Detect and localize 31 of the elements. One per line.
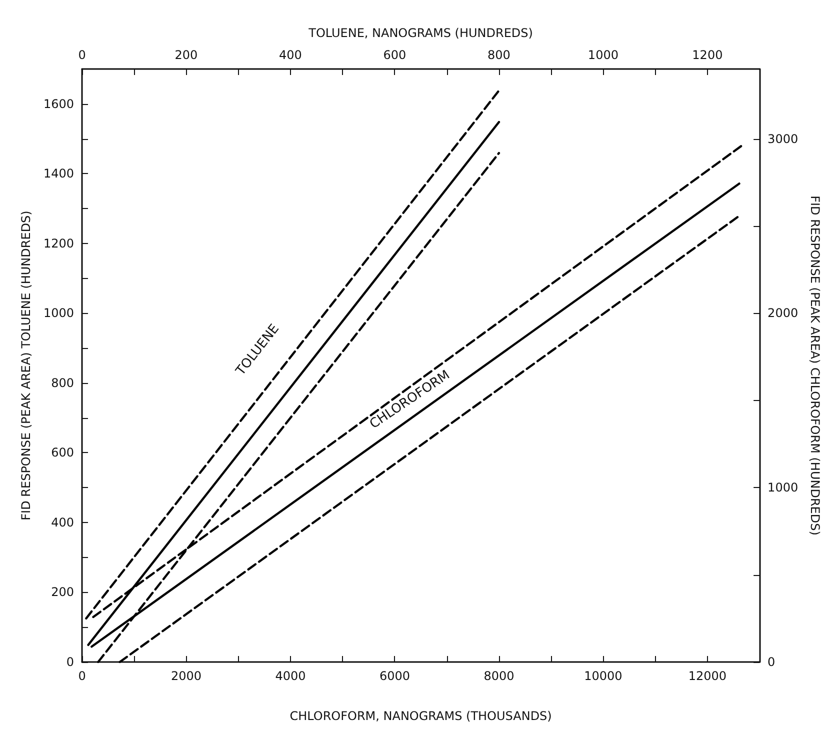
y-tick-label: 1000 [43, 306, 74, 320]
y-tick-label: 400 [51, 515, 74, 530]
y-axis-title: FID RESPONSE (PEAK AREA) TOLUENE (HUNDREDS) [19, 210, 33, 520]
x-tick-label: 8000 [484, 669, 514, 683]
x-tick-label: 4000 [275, 669, 306, 683]
x-tick-label: 2000 [170, 669, 202, 683]
x-axis-title: CHLOROFORM, NANOGRAMS (THOUSANDS) [290, 709, 552, 723]
x-tick-label: 6000 [379, 669, 410, 683]
x-tick-label: 0 [78, 669, 86, 683]
y-tick-label: 1200 [43, 236, 74, 250]
y2-tick-label: 0 [768, 655, 776, 669]
x2-tick-label: 600 [383, 48, 406, 62]
x2-tick-label: 1200 [692, 48, 723, 62]
y2-tick-label: 2000 [768, 306, 798, 320]
y-tick-label: 1600 [43, 96, 74, 111]
y-tick-label: 600 [51, 446, 74, 460]
y-tick-label: 800 [51, 376, 74, 390]
y-tick-label: 200 [51, 585, 74, 600]
x2-tick-label: 0 [78, 48, 86, 62]
y2-tick-label: 1000 [768, 480, 798, 495]
y2-tick-label: 3000 [768, 132, 798, 146]
x2-axis-title: TOLUENE, NANOGRAMS (HUNDREDS) [308, 26, 533, 40]
x-tick-label: 12000 [688, 669, 727, 683]
y-tick-label: 0 [66, 655, 74, 669]
y-tick-label: 1400 [43, 166, 74, 181]
x2-tick-label: 400 [279, 48, 302, 62]
x2-tick-label: 1000 [588, 48, 618, 62]
x2-tick-label: 200 [174, 48, 198, 62]
y2-axis-title: FID RESPONSE (PEAK AREA) CHLOROFORM (HUNDREDS) [808, 196, 822, 536]
x2-tick-label: 800 [488, 48, 510, 62]
x-tick-label: 10000 [584, 669, 622, 683]
